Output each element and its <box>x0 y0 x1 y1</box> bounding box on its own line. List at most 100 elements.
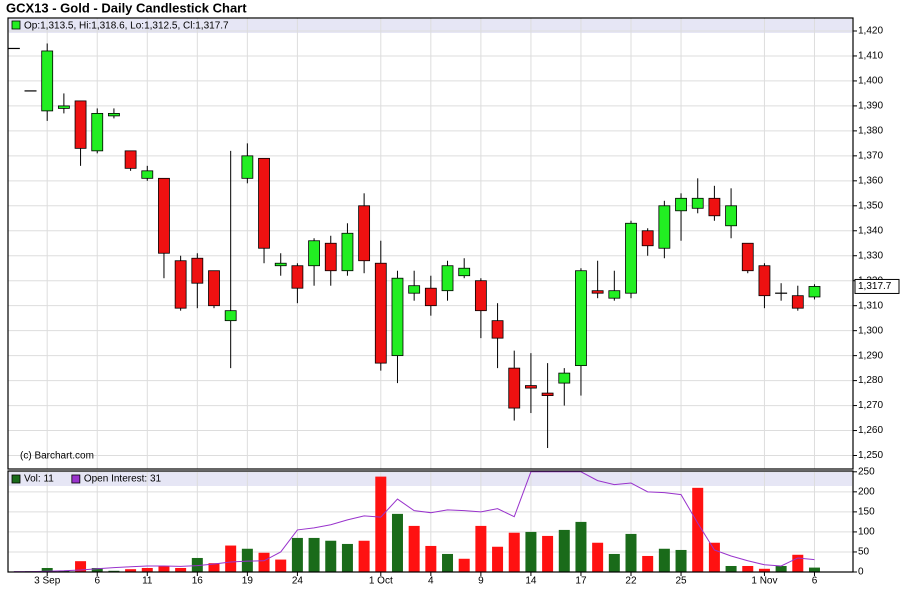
y-tick-label: 1,330 <box>858 250 883 261</box>
volume-bar <box>341 543 353 572</box>
candle-body <box>608 290 621 299</box>
volume-bar <box>41 567 53 572</box>
candle-body <box>274 262 287 267</box>
candle-body <box>324 242 337 272</box>
volume-bar <box>208 563 220 572</box>
candle-body <box>725 205 737 227</box>
candle-body <box>458 267 471 277</box>
volume-bar <box>141 567 153 572</box>
volume-bar <box>725 565 737 572</box>
volume-bar <box>458 558 470 572</box>
volume-bar <box>492 546 504 572</box>
candle-body <box>575 270 587 367</box>
plot-frame <box>7 17 854 470</box>
last-price-label: 1,317.7 <box>858 281 892 292</box>
volume-bar <box>425 545 437 572</box>
volume-bar <box>592 542 604 572</box>
candle-body <box>41 50 54 112</box>
y-tick-label: 1,400 <box>858 76 883 87</box>
volume-bar <box>775 565 787 572</box>
legend-label: Open Interest: 31 <box>84 474 162 485</box>
candle-body <box>474 280 487 312</box>
volume-bar <box>225 545 237 572</box>
volume-bar <box>658 548 670 572</box>
y-tick-label: 250 <box>858 466 875 477</box>
watermark: (c) Barchart.com <box>20 451 94 462</box>
candle-body <box>91 112 104 152</box>
y-tick-label: 200 <box>858 486 875 497</box>
volume-bar <box>692 487 704 572</box>
volume-bar <box>191 557 203 572</box>
candle-body <box>258 157 270 249</box>
y-tick-label: 100 <box>858 527 875 538</box>
x-tick-label: 6 <box>94 576 100 587</box>
y-tick-label: 1,260 <box>858 425 883 436</box>
candle-body <box>391 277 404 357</box>
x-tick-label: 25 <box>675 576 687 587</box>
y-tick-label: 1,280 <box>858 375 883 386</box>
volume-bar <box>391 513 403 572</box>
legend-swatch <box>11 474 21 484</box>
y-tick-label: 1,390 <box>858 101 883 112</box>
candle-body <box>208 270 220 307</box>
y-tick-label: 150 <box>858 507 875 518</box>
candle-body <box>374 262 387 364</box>
volume-bar <box>758 568 770 572</box>
y-tick-label: 1,420 <box>858 26 883 37</box>
last-price-box <box>854 278 900 294</box>
candle-body <box>525 385 537 389</box>
volume-bar <box>442 553 454 572</box>
volume-bar <box>258 552 270 572</box>
candle-body <box>558 372 571 384</box>
volume-bar <box>91 567 103 572</box>
volume-bar <box>308 537 320 572</box>
candle-body <box>224 310 237 322</box>
volume-bar <box>792 554 804 572</box>
x-tick-label: 1 Oct <box>369 576 393 587</box>
candle-body <box>341 232 354 272</box>
candle-body <box>691 197 704 209</box>
x-tick-label: 6 <box>812 576 818 587</box>
x-tick-label: 1 Nov <box>751 576 777 587</box>
candle-body <box>508 367 521 409</box>
candle-body <box>241 155 254 179</box>
x-tick-label: 22 <box>625 576 637 587</box>
volume-bar <box>558 529 570 572</box>
volume-bar <box>125 569 137 572</box>
volume-bar <box>742 565 754 572</box>
candle-body <box>675 197 687 212</box>
volume-bar <box>625 533 637 572</box>
volume-bar <box>358 540 370 572</box>
volume-bar <box>158 566 170 572</box>
x-tick-label: 11 <box>142 576 153 587</box>
candle-body <box>141 170 154 179</box>
y-tick-label: 1,290 <box>858 350 883 361</box>
open-interest-line <box>13 471 815 573</box>
volume-bar <box>408 525 420 572</box>
candle-body <box>74 100 87 149</box>
volume-bar <box>475 525 487 572</box>
y-tick-label: 1,270 <box>858 400 883 411</box>
volume-bar <box>808 567 820 572</box>
candle-body <box>424 287 437 307</box>
x-tick-label: 3 Sep <box>34 576 61 587</box>
x-tick-label: 4 <box>428 576 434 587</box>
legend-label: Vol: 11 <box>24 474 54 485</box>
x-tick-label: 24 <box>292 576 304 587</box>
y-tick-label: 0 <box>858 567 864 578</box>
legend-text: Op:1,313.5, Hi:1,318.6, Lo:1,312.5, Cl:1… <box>24 21 229 32</box>
legend-swatch <box>11 20 21 30</box>
x-tick-label: 19 <box>242 576 254 587</box>
y-tick-label: 1,300 <box>858 325 883 336</box>
candle-body <box>491 320 504 339</box>
volume-bar <box>525 531 537 572</box>
candle-body <box>408 285 421 294</box>
candle-body <box>158 177 170 254</box>
candle-body <box>708 197 721 217</box>
candle-body <box>174 260 187 309</box>
candle-body <box>108 112 120 117</box>
volume-bar <box>291 537 303 572</box>
x-tick-label: 9 <box>478 576 484 587</box>
y-tick-label: 1,250 <box>858 450 883 461</box>
